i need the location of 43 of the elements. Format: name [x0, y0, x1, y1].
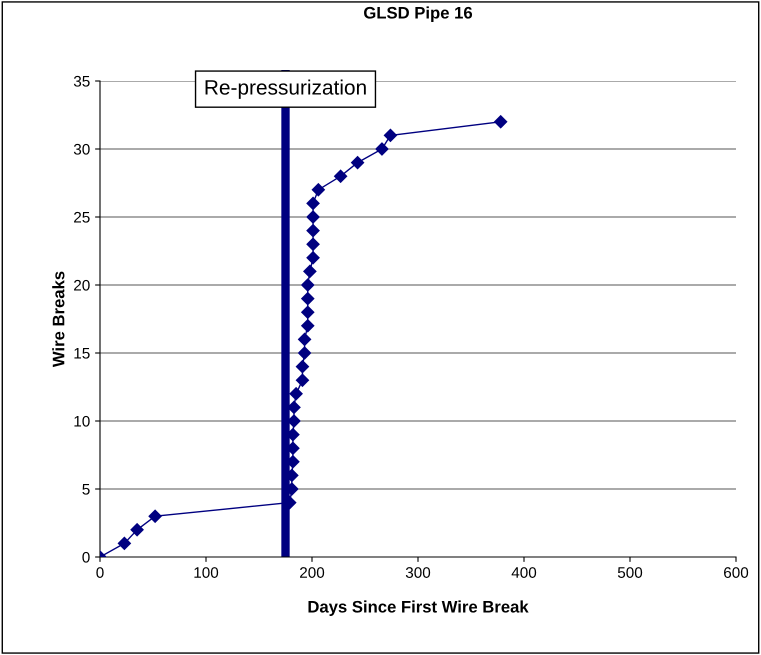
x-tick-label: 300 — [406, 567, 430, 578]
point — [306, 210, 320, 224]
point — [296, 374, 310, 387]
point — [306, 238, 320, 251]
point — [312, 183, 325, 196]
point — [148, 510, 162, 523]
y-tick-label: 5 — [82, 484, 90, 495]
point — [334, 170, 348, 183]
point — [306, 224, 320, 238]
y-tick-label: 10 — [74, 416, 90, 427]
x-axis-title: Days Since First Wire Break — [308, 600, 529, 616]
x-tick-label: 500 — [618, 567, 642, 578]
x-tick-label: 200 — [300, 567, 324, 578]
point — [298, 346, 312, 360]
point — [301, 278, 314, 292]
point — [350, 156, 364, 170]
point — [494, 115, 508, 128]
point — [301, 319, 314, 332]
point — [290, 387, 303, 400]
chart-title: GLSD Pipe 16 — [364, 6, 472, 22]
point — [306, 196, 320, 210]
point — [306, 251, 320, 264]
point — [298, 332, 312, 346]
point — [301, 306, 314, 319]
point — [303, 264, 316, 278]
point — [130, 523, 144, 536]
y-tick-label: 30 — [74, 144, 90, 155]
y-tick-label: 25 — [74, 212, 90, 223]
point — [296, 360, 310, 374]
point — [375, 142, 389, 156]
y-tick-label: 0 — [82, 552, 90, 563]
ref-line-label: Re-pressurization — [206, 79, 366, 99]
x-tick-label: 100 — [194, 567, 218, 578]
y-tick-label: 35 — [74, 76, 90, 87]
y-tick-label: 20 — [74, 280, 90, 291]
x-tick-label: 0 — [96, 567, 104, 578]
point — [118, 536, 131, 550]
point — [384, 128, 398, 142]
y-tick-label: 15 — [74, 348, 90, 359]
x-tick-label: 600 — [724, 567, 748, 578]
point — [301, 292, 314, 306]
x-tick-label: 400 — [512, 567, 536, 578]
y-axis-title: Wire Breaks — [52, 272, 64, 368]
